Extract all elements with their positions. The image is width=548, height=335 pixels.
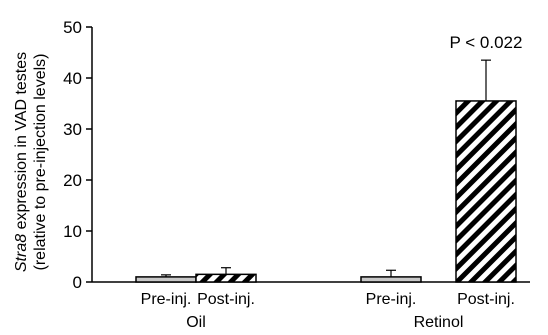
x-category-label: Pre-inj. — [141, 291, 192, 308]
y-tick-label-50: 50 — [63, 18, 82, 37]
x-group-label-oil: Oil — [186, 314, 206, 331]
y-axis-title-line2: (relative to pre-injection levels) — [32, 54, 49, 271]
y-tick-label-20: 20 — [63, 171, 82, 190]
plot-area: 0 10 20 30 40 50 Pre-inj. Post-inj. Oil Pre-inj. P… — [63, 18, 530, 331]
y-tick-label-30: 30 — [63, 120, 82, 139]
y-tick-label-10: 10 — [63, 222, 82, 241]
bar-retinol-pre — [360, 276, 422, 283]
y-tick-label-40: 40 — [63, 69, 82, 88]
svg-text:Stra8 expression in VAD testes: Stra8 expression in VAD testes — [13, 52, 30, 272]
y-axis-title-italic: Stra8 — [13, 234, 30, 272]
x-category-label: Post-inj. — [457, 291, 515, 308]
y-axis-title: Stra8 expression in VAD testes (relative… — [13, 52, 49, 272]
bar-oil-post — [195, 273, 257, 283]
y-tick-label-0: 0 — [73, 273, 82, 292]
y-axis-title-rest: expression in VAD testes — [13, 52, 30, 234]
x-category-label: Post-inj. — [197, 291, 255, 308]
x-category-label: Pre-inj. — [366, 291, 417, 308]
p-value-annotation: P < 0.022 — [450, 33, 523, 52]
bar-oil-pre — [135, 276, 197, 283]
bar-retinol-post — [455, 100, 517, 283]
x-group-label-retinol: Retinol — [414, 314, 464, 331]
